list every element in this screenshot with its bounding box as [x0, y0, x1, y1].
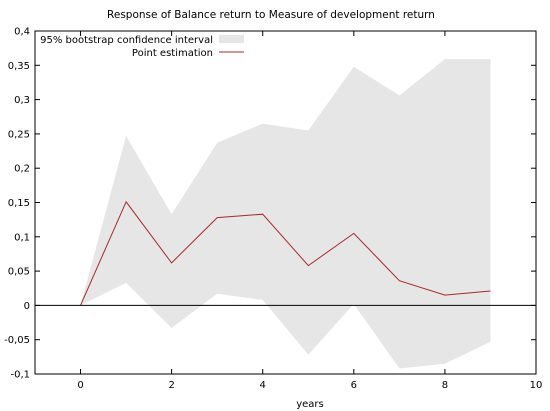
legend-label-confidence-interval: 95% bootstrap confidence interval	[40, 35, 213, 46]
y-tick-label: 0,2	[14, 164, 30, 175]
x-tick-label: 10	[530, 380, 543, 391]
y-tick-label: 0,35	[8, 61, 30, 72]
x-tick-label: 8	[442, 380, 448, 391]
y-tick-label: 0	[24, 301, 30, 312]
y-tick-label: 0,4	[14, 27, 30, 38]
point-estimation-line	[80, 200, 491, 306]
x-tick-label: 4	[260, 380, 266, 391]
legend-swatch-confidence-interval	[219, 35, 244, 43]
legend: 95% bootstrap confidence interval Point …	[40, 35, 244, 59]
confidence-band-layer	[80, 59, 491, 369]
y-tick-label: 0,3	[14, 95, 30, 106]
confidence-interval-band	[80, 59, 491, 369]
point-estimation-layer	[80, 200, 491, 306]
y-tick-label: 0,15	[8, 198, 30, 209]
x-axis-ticks: 0 2 4 6 8 10	[77, 31, 542, 391]
y-tick-label: 0,05	[8, 267, 30, 278]
x-tick-label: 6	[351, 380, 357, 391]
y-axis-ticks: -0,1 -0,05 0 0,05 0,1 0,15 0,2 0,25 0,3 0,35 0,4	[4, 27, 536, 381]
y-tick-label: 0,1	[14, 232, 30, 243]
y-tick-label: 0,25	[8, 129, 30, 140]
y-tick-label: -0,05	[4, 335, 30, 346]
chart-title: Response of Balance return to Measure of…	[107, 9, 435, 21]
x-tick-label: 2	[168, 380, 174, 391]
x-axis-label: years	[296, 399, 324, 410]
x-tick-label: 0	[77, 380, 83, 391]
legend-label-point-estimation: Point estimation	[132, 48, 213, 59]
y-tick-label: -0,1	[10, 370, 30, 381]
